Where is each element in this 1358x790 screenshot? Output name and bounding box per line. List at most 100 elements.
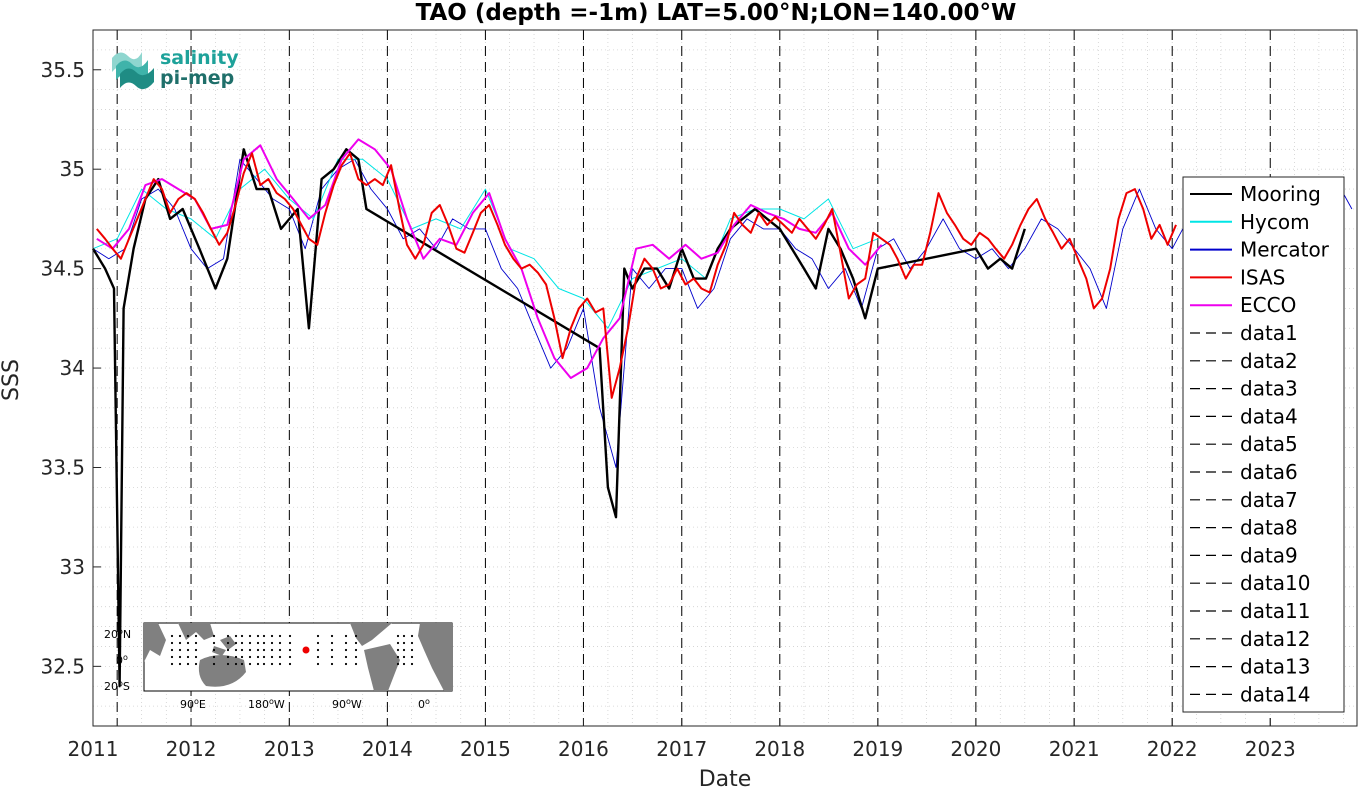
legend-label-data5: data5 [1240, 432, 1298, 456]
array-dot [344, 662, 348, 666]
array-dot [256, 655, 260, 659]
array-dot [240, 662, 244, 666]
array-dot [194, 648, 198, 652]
array-dot [248, 634, 252, 638]
array-dot [234, 641, 238, 645]
array-dot [212, 662, 216, 666]
array-dot [240, 655, 244, 659]
legend-label-data7: data7 [1240, 488, 1298, 512]
array-dot [270, 648, 274, 652]
array-dot [316, 648, 320, 652]
x-tick-label: 2011 [68, 737, 119, 761]
array-dot [410, 655, 414, 659]
legend-label-data10: data10 [1240, 571, 1311, 595]
array-dot [278, 662, 282, 666]
array-dot [234, 648, 238, 652]
array-dot [226, 648, 230, 652]
array-dot [234, 662, 238, 666]
chart-title: TAO (depth =-1m) LAT=5.00°N;LON=140.00°W [416, 0, 1017, 26]
legend-label-mooring: Mooring [1240, 182, 1321, 206]
y-axis-label: SSS [0, 359, 24, 401]
array-dot [256, 641, 260, 645]
array-dot [316, 641, 320, 645]
wave-logo-icon [112, 52, 154, 90]
array-dot [248, 655, 252, 659]
array-dot [330, 648, 334, 652]
legend-label-data11: data11 [1240, 599, 1311, 623]
array-dot [316, 655, 320, 659]
mooring-array-dots [170, 634, 414, 666]
array-dot [316, 662, 320, 666]
array-dot [178, 634, 182, 638]
array-dot [396, 641, 400, 645]
mooring-location-marker [302, 646, 310, 654]
array-dot [226, 662, 230, 666]
array-dot [270, 641, 274, 645]
x-tick-label: 2017 [656, 737, 707, 761]
array-dot [288, 634, 292, 638]
array-dot [186, 641, 190, 645]
y-tick-label: 33 [60, 555, 85, 579]
array-dot [226, 655, 230, 659]
array-dot [288, 641, 292, 645]
array-dot [240, 641, 244, 645]
array-dot [248, 662, 252, 666]
array-dot [226, 634, 230, 638]
array-dot [262, 662, 266, 666]
legend-label-data13: data13 [1240, 655, 1311, 679]
x-tick-label: 2022 [1147, 737, 1198, 761]
array-dot [240, 648, 244, 652]
x-tick-label: 2021 [1049, 737, 1100, 761]
lat-label-0: 0o [116, 653, 128, 667]
array-dot [354, 662, 358, 666]
x-tick-label: 2020 [950, 737, 1001, 761]
array-dot [256, 648, 260, 652]
series-mercator [92, 158, 1353, 468]
y-tick-label: 35 [60, 157, 85, 181]
array-dot [262, 655, 266, 659]
array-dot [234, 634, 238, 638]
array-dot [402, 655, 406, 659]
x-tick-label: 2015 [460, 737, 511, 761]
array-dot [330, 662, 334, 666]
array-dot [344, 648, 348, 652]
array-dot [248, 648, 252, 652]
array-dot [278, 634, 282, 638]
array-dot [288, 655, 292, 659]
array-dot [186, 648, 190, 652]
array-dot [170, 662, 174, 666]
x-tick-label: 2023 [1245, 737, 1296, 761]
y-tick-label: 35.5 [40, 58, 85, 82]
array-dot [240, 634, 244, 638]
array-dot [178, 641, 182, 645]
array-dot [316, 634, 320, 638]
legend-label-data14: data14 [1240, 682, 1311, 706]
array-dot [410, 634, 414, 638]
array-dot [396, 648, 400, 652]
series-isas [96, 152, 1177, 399]
array-dot [396, 634, 400, 638]
array-dot [354, 655, 358, 659]
y-tick-label: 34.5 [40, 257, 85, 281]
array-dot [402, 662, 406, 666]
y-tick-label: 32.5 [40, 654, 85, 678]
array-dot [396, 662, 400, 666]
array-dot [186, 634, 190, 638]
array-dot [330, 641, 334, 645]
legend-label-mercator: Mercator [1240, 238, 1330, 262]
y-tick-label: 34 [60, 356, 85, 380]
array-dot [330, 655, 334, 659]
array-dot [402, 641, 406, 645]
series-mooring [91, 148, 1026, 688]
array-dot [170, 648, 174, 652]
lat-label-20s: 20oS [104, 679, 130, 693]
y-ticks: 32.5 33 33.5 34 34.5 35 35.5 [40, 58, 101, 678]
lon-label-90e: 90oE [180, 697, 206, 711]
array-dot [170, 655, 174, 659]
array-dot [278, 655, 282, 659]
lon-label-180w: 180oW [248, 697, 285, 711]
array-dot [278, 641, 282, 645]
lon-label-0: 0o [418, 697, 430, 711]
series-hycom [92, 158, 878, 329]
